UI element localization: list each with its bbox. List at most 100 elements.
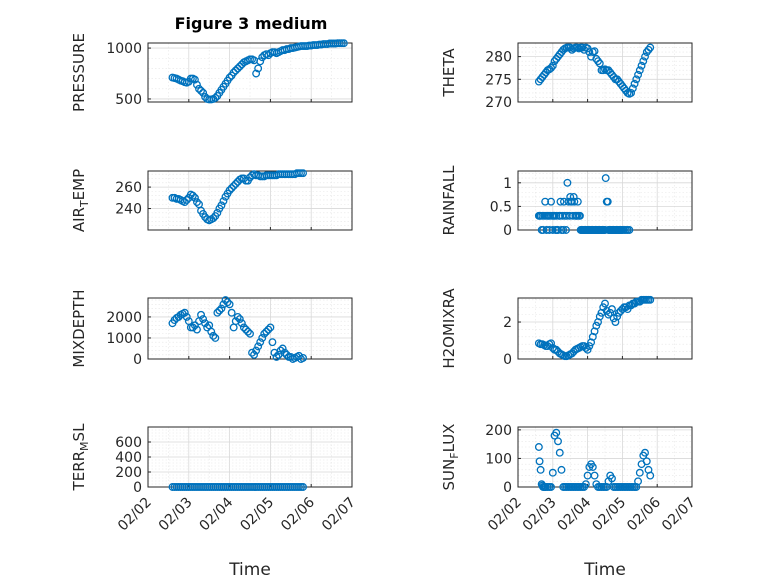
data-point (229, 68, 238, 77)
data-point (536, 465, 545, 474)
data-point (632, 75, 641, 84)
x-tick-label: 02/02 (115, 495, 155, 535)
data-point (250, 350, 259, 359)
data-point (627, 88, 636, 97)
data-point (590, 471, 599, 480)
y-tick-label: 500 (115, 92, 142, 108)
y-axis-label: THETA (440, 48, 458, 98)
data-point (646, 295, 655, 304)
data-point (213, 208, 222, 217)
x-axis-label: Time (583, 560, 626, 580)
data-point (625, 226, 634, 234)
y-axis-label: SUNFLUX (440, 424, 461, 491)
y-tick-label: 0 (503, 480, 512, 496)
series-markers (168, 39, 348, 104)
data-point (225, 73, 234, 82)
data-point (193, 325, 201, 334)
x-tick-label: 02/03 (156, 495, 196, 535)
data-point (570, 197, 579, 206)
data-point (563, 178, 572, 187)
subplot-3: 240 260 AIRTEMP (70, 169, 353, 232)
x-axis-label: Time (228, 560, 271, 580)
data-point (541, 197, 550, 206)
data-point (237, 319, 246, 328)
data-point (590, 47, 599, 56)
data-point (635, 66, 644, 75)
data-point (569, 193, 578, 201)
data-point (223, 298, 232, 307)
data-point (634, 477, 643, 486)
data-point (207, 327, 216, 336)
data-point (635, 468, 644, 477)
x-tick-label: 02/02 (485, 495, 525, 535)
data-point (241, 325, 250, 334)
subplot-6: 0 2 H2OMIXRA (440, 288, 693, 369)
data-point (246, 329, 254, 338)
data-point (258, 334, 267, 342)
data-point (548, 226, 557, 234)
data-point (190, 75, 199, 84)
y-tick-label: 400 (115, 450, 142, 466)
data-point (583, 345, 592, 354)
data-point (280, 348, 289, 357)
data-point (227, 184, 236, 193)
data-point (630, 79, 639, 88)
data-point (217, 201, 226, 210)
data-point (282, 350, 291, 359)
data-point (601, 299, 609, 308)
data-point (211, 334, 220, 342)
data-point (608, 474, 616, 483)
data-point (252, 69, 261, 78)
data-point (641, 448, 649, 457)
axes-box (517, 426, 693, 488)
series-markers (534, 295, 655, 361)
data-point (556, 197, 565, 206)
data-point (235, 62, 244, 71)
data-point (637, 61, 646, 70)
data-point (266, 323, 275, 332)
data-point (199, 315, 208, 323)
data-point (239, 323, 248, 332)
data-point (190, 321, 199, 330)
data-point (566, 193, 575, 201)
data-point (642, 457, 651, 466)
data-point (628, 84, 637, 93)
data-point (588, 463, 597, 471)
data-point (209, 331, 218, 340)
data-point (555, 448, 564, 457)
data-point (211, 93, 220, 102)
data-point (534, 443, 543, 451)
data-point (254, 342, 263, 351)
data-point (613, 312, 622, 321)
subplot-4: 0 0.5 1 RAINFALL (440, 165, 693, 239)
data-point (585, 48, 594, 57)
data-point (180, 198, 189, 207)
data-point (547, 197, 556, 206)
series-markers (168, 483, 307, 491)
data-point (583, 44, 592, 53)
data-point (262, 327, 271, 336)
axes-box (517, 297, 693, 360)
data-point (608, 305, 616, 314)
data-point (299, 483, 307, 491)
y-tick-label: 100 (485, 451, 512, 467)
data-point (595, 312, 604, 321)
y-tick-label: 0 (133, 352, 142, 368)
data-point (182, 196, 191, 204)
data-point (585, 342, 594, 351)
data-point (193, 198, 201, 207)
data-point (256, 57, 265, 66)
data-point (604, 310, 613, 319)
y-tick-label: 0 (503, 223, 512, 239)
data-point (231, 66, 240, 75)
data-point (559, 226, 568, 234)
y-tick-label: 0 (503, 352, 512, 368)
axes-box (147, 297, 353, 360)
data-point (606, 308, 615, 317)
series-markers (168, 296, 307, 363)
x-tick-label: 02/06 (278, 494, 318, 534)
data-point (641, 52, 649, 61)
series-markers (168, 169, 307, 225)
